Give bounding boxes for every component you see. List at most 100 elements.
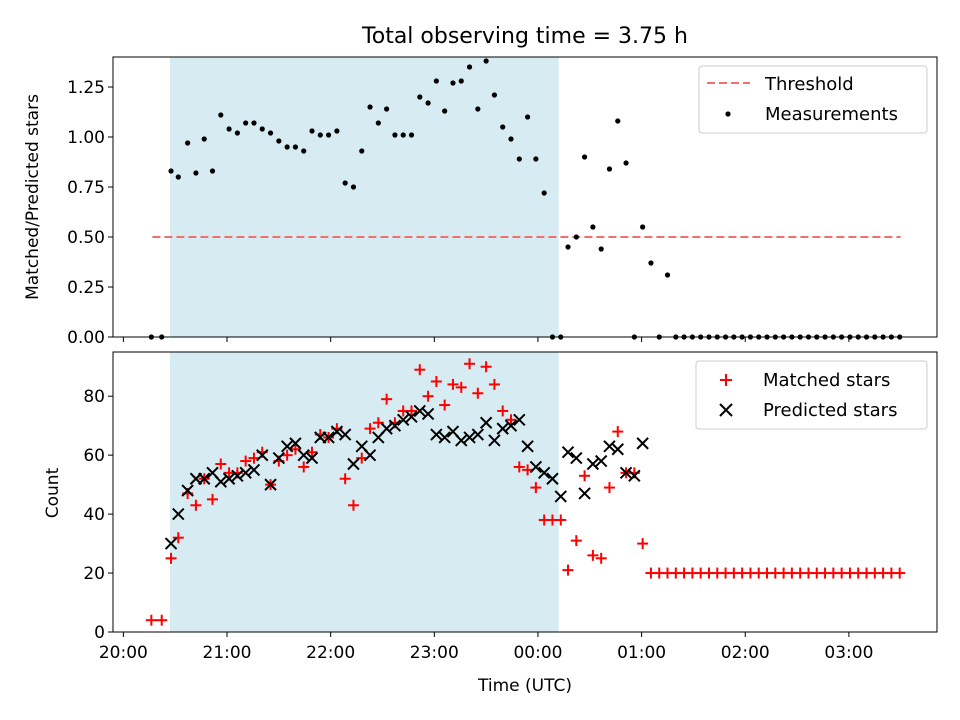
measurements-point	[359, 148, 365, 154]
bottom-axes-frame	[112, 351, 938, 633]
measurements-point	[342, 180, 348, 186]
measurements-point	[209, 168, 216, 174]
matched-stars-point	[447, 378, 459, 390]
predicted-stars-point	[430, 428, 443, 441]
top-legend-threshold-label: Threshold	[764, 74, 854, 95]
predicted-stars-point	[181, 484, 194, 497]
top-axes-frame	[112, 56, 938, 338]
measurements-point	[226, 126, 232, 132]
top-y-ticks: 0.00 0.25 0.50 0.75 1.00 1.25	[67, 78, 113, 348]
y-tick-label: 80	[83, 387, 105, 407]
matched-stars-point	[298, 461, 310, 473]
matched-stars-point	[570, 535, 582, 547]
matched-stars-point	[406, 405, 418, 417]
predicted-stars-point	[172, 507, 185, 521]
measurements-point	[573, 234, 579, 240]
predicted-stars-point	[554, 490, 567, 503]
predicted-stars-point	[619, 466, 633, 480]
matched-stars-point	[612, 426, 624, 438]
measurements-point	[185, 140, 191, 146]
matched-stars-point	[190, 499, 202, 511]
measurements-point	[442, 108, 448, 114]
measurements-point	[417, 94, 423, 100]
measurements-point	[267, 130, 274, 136]
measurements-point	[292, 144, 299, 150]
predicted-stars-point	[513, 413, 526, 426]
measurements-point	[648, 260, 654, 266]
top-legend-measurements-swatch	[725, 111, 731, 117]
predicted-stars-point	[198, 472, 211, 485]
x-tick-label: 20:00	[99, 643, 148, 663]
bottom-x-ticks: 20:00 21:00 22:00 23:00 00:00 01:00 02:00 03:00	[99, 632, 873, 663]
predicted-stars-point	[611, 443, 624, 456]
measurements-point	[640, 224, 646, 230]
measurements-point	[483, 58, 489, 64]
top-title: Total observing time = 3.75 h	[361, 24, 688, 49]
y-tick-label: 1.25	[67, 78, 105, 98]
predicted-stars-point	[380, 422, 393, 435]
predicted-stars-point	[214, 475, 228, 488]
top-y-axis-label: Matched/Predicted stars	[23, 94, 43, 300]
measurements-point	[623, 160, 629, 166]
measurements-point	[284, 144, 290, 150]
predicted-stars-point	[347, 457, 360, 471]
matched-stars-point	[207, 493, 219, 505]
predicted-stars-point	[603, 440, 616, 453]
matched-stars-point	[472, 387, 484, 399]
x-tick-label: 01:00	[617, 643, 666, 663]
top-legend: Threshold Measurements	[698, 65, 928, 134]
matched-stars-point	[464, 358, 476, 370]
predicted-stars-point	[272, 451, 286, 465]
matched-stars-point	[579, 470, 591, 482]
measurements-point	[491, 92, 498, 98]
measurements-point	[367, 104, 373, 110]
predicted-stars-point	[280, 440, 294, 453]
predicted-stars-point	[471, 428, 485, 441]
measurements-point	[168, 168, 174, 174]
matched-stars-point	[281, 449, 293, 461]
predicted-stars-point	[239, 466, 252, 480]
top-legend-measurements-label: Measurements	[765, 104, 898, 125]
matched-stars-point	[595, 552, 607, 564]
bottom-x-axis-label: Time (UTC)	[477, 676, 572, 696]
measurements-point	[325, 132, 332, 138]
matched-stars-point	[562, 564, 574, 576]
matched-stars-point	[240, 455, 252, 467]
predicted-stars-point	[438, 431, 451, 444]
bottom-legend-predicted-label: Predicted stars	[763, 400, 897, 421]
predicted-stars-point	[405, 410, 418, 424]
measurements-point	[450, 80, 456, 86]
predicted-stars-point	[628, 469, 641, 482]
predicted-stars-point	[305, 451, 319, 465]
predicted-stars-point	[264, 478, 277, 491]
predicted-stars-point	[546, 472, 559, 485]
x-tick-label: 21:00	[203, 643, 252, 663]
predicted-stars-point	[537, 466, 551, 480]
matched-stars-point	[530, 482, 542, 494]
predicted-stars-point	[463, 431, 476, 444]
measurements-point	[334, 128, 340, 134]
predicted-stars-point	[455, 434, 468, 447]
top-panel: 0.00 0.25 0.50 0.75 1.00 1.25 Total observing…	[23, 24, 938, 348]
measurements-point	[524, 114, 531, 120]
measurements-point	[581, 154, 588, 160]
matched-stars-point	[522, 464, 534, 476]
matched-stars-point	[555, 514, 567, 526]
matched-stars-point	[414, 364, 426, 376]
measurements-point	[664, 272, 671, 278]
measurements-point	[508, 136, 514, 142]
matched-stars-point	[603, 482, 615, 494]
y-tick-label: 1.00	[67, 128, 105, 148]
matched-stars-point	[172, 532, 184, 544]
predicted-stars-point	[256, 448, 269, 462]
predicted-stars-point	[529, 460, 543, 474]
y-tick-label: 0.00	[67, 328, 105, 348]
bottom-legend-predicted-swatch	[719, 403, 733, 417]
predicted-stars-point	[479, 416, 493, 429]
predicted-stars-point	[247, 463, 261, 477]
matched-stars-point	[215, 458, 227, 470]
measurements-point	[433, 78, 439, 84]
measurements-point	[516, 156, 522, 162]
y-tick-label: 40	[83, 505, 105, 525]
